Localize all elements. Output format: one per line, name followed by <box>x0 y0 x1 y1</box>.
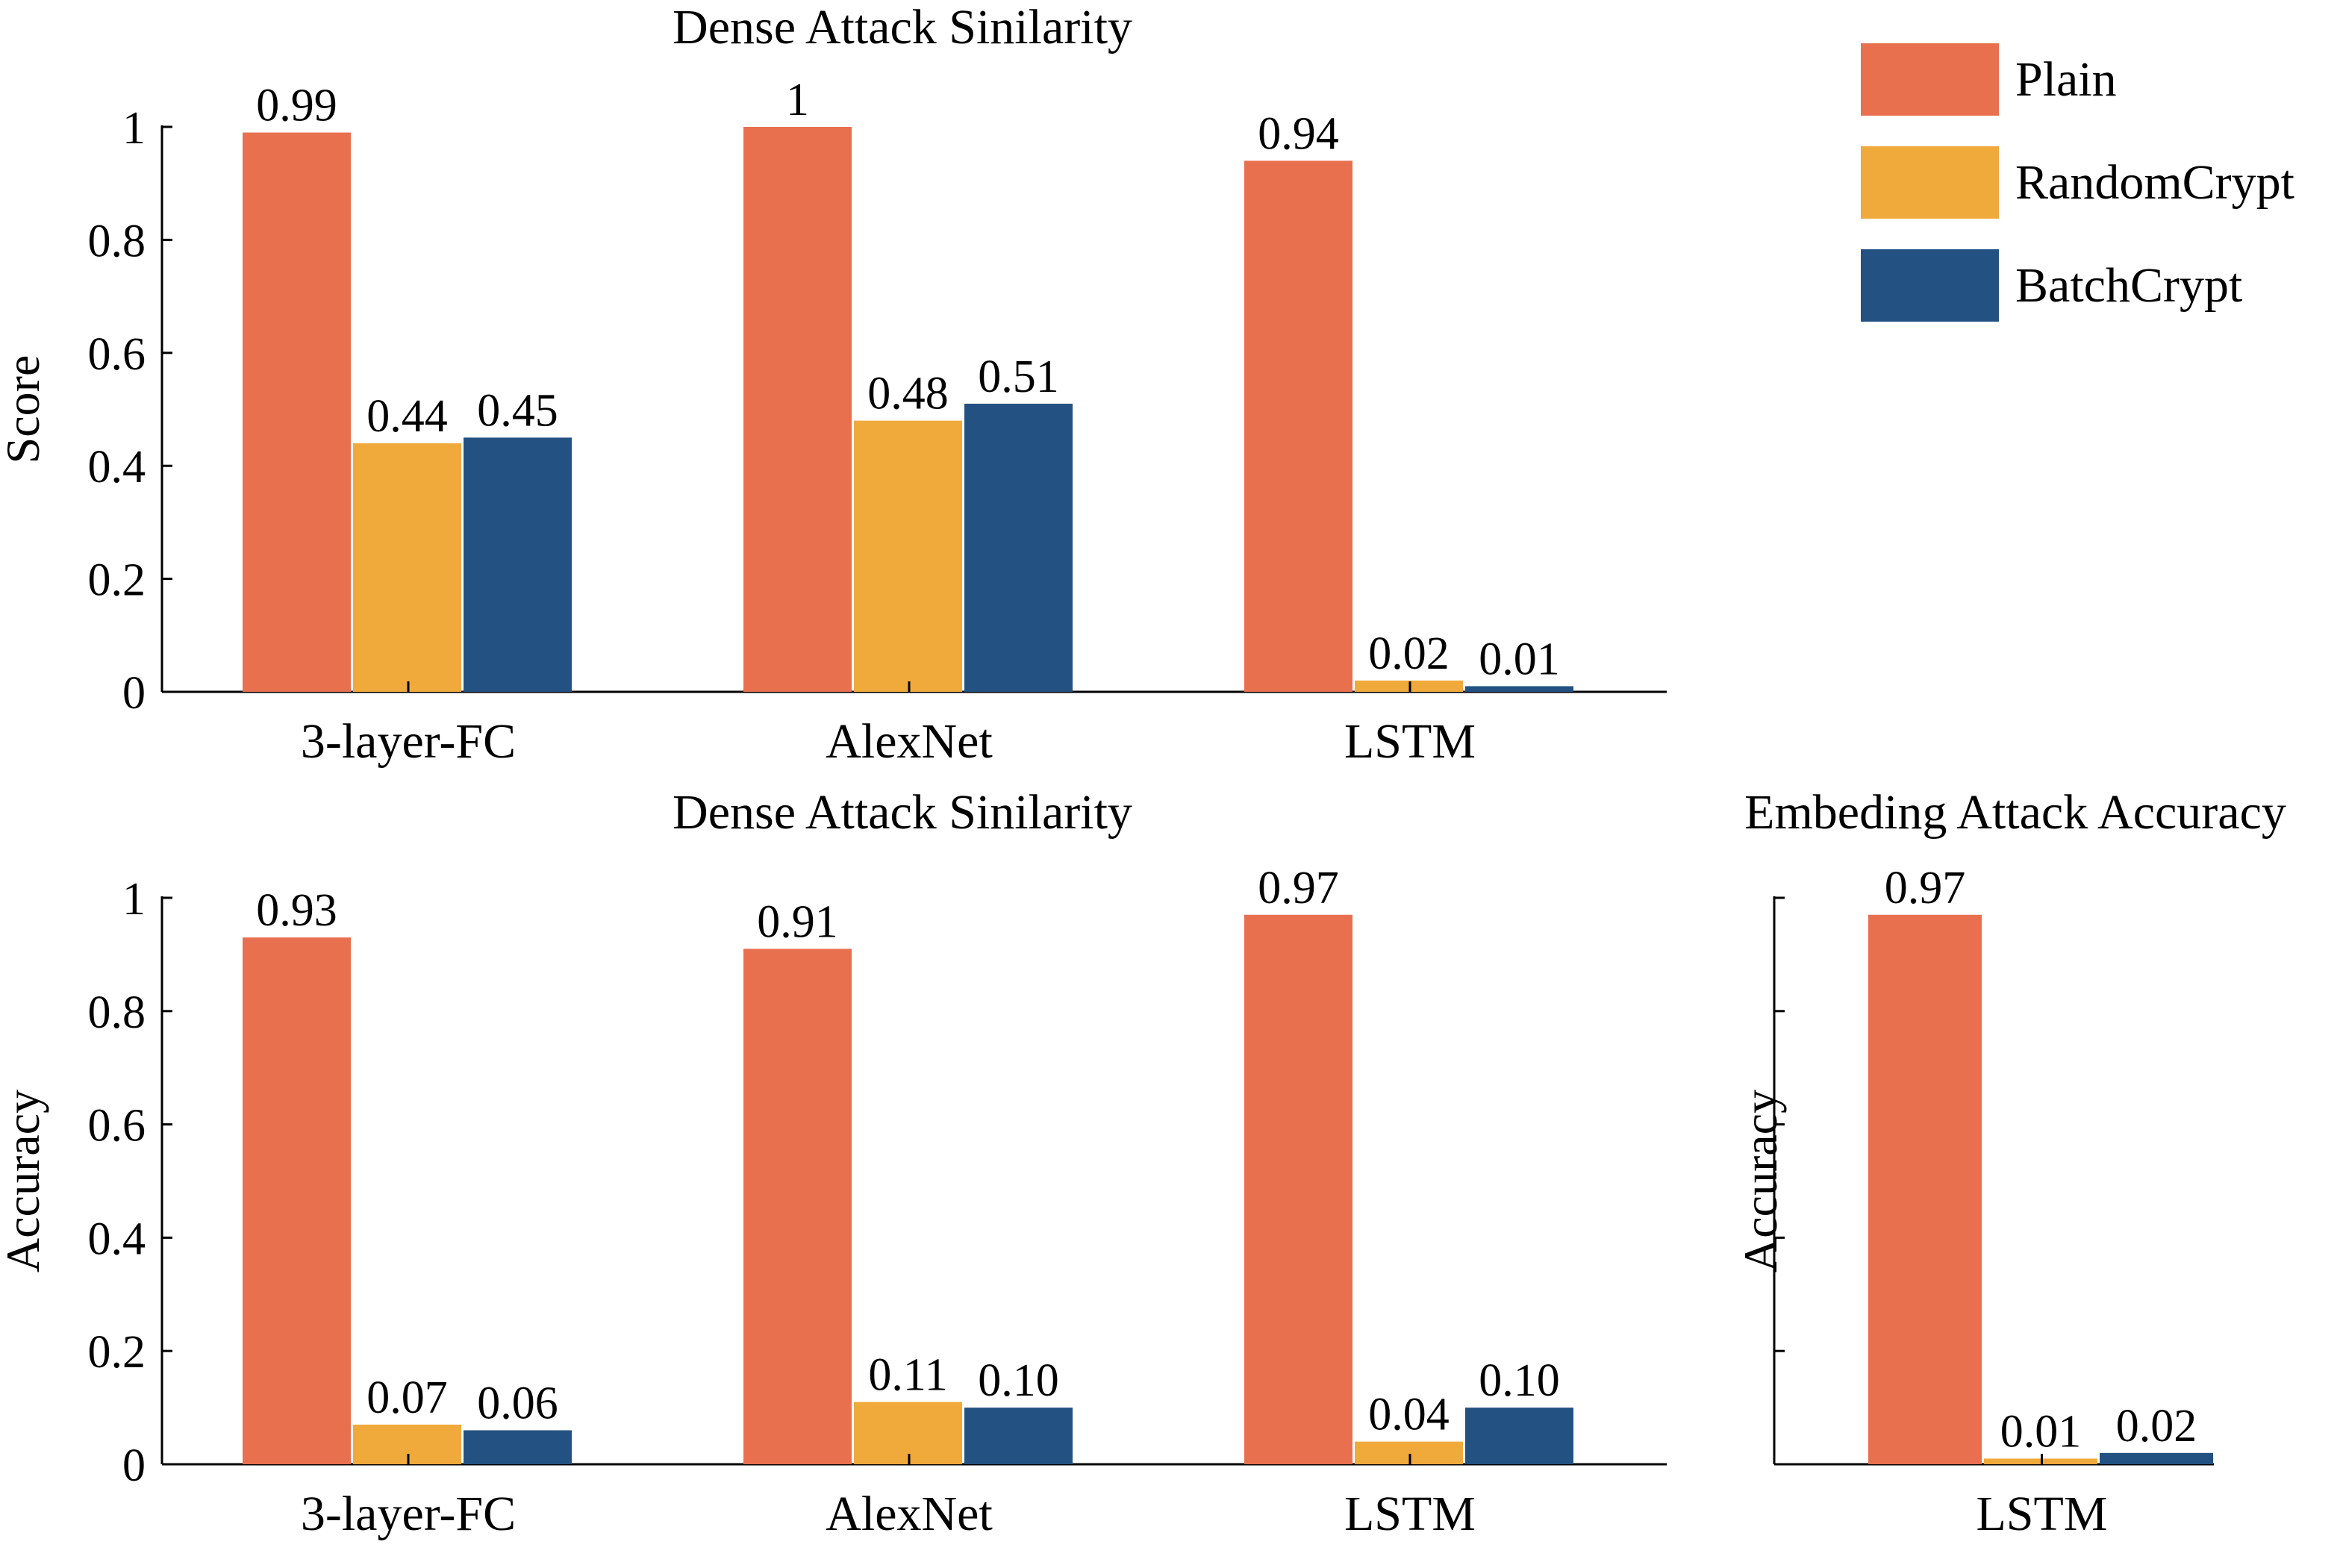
y-tick-label: 0.4 <box>88 442 146 493</box>
data-label: 0.02 <box>1368 628 1450 679</box>
bar-batchcrypt <box>2100 1452 2213 1464</box>
y-tick-label: 0 <box>122 1440 146 1491</box>
data-label: 1 <box>786 75 809 125</box>
bar-plain <box>1868 914 1982 1464</box>
x-tick-label: LSTM <box>1976 1487 2107 1541</box>
legend-label-batchcrypt: BatchCrypt <box>2015 258 2242 313</box>
bar-plain <box>243 132 351 692</box>
data-label: 0.97 <box>1885 863 1966 913</box>
data-label: 0.04 <box>1368 1390 1450 1440</box>
bar-batchcrypt <box>1465 1408 1573 1464</box>
chart-title: Dense Attack Sinilarity <box>673 0 1132 54</box>
y-tick-label: 0 <box>122 668 146 719</box>
x-tick-label: AlexNet <box>826 1487 993 1541</box>
y-tick-label: 0.8 <box>88 216 146 266</box>
y-axis-label: Accuracy <box>1734 1090 1787 1272</box>
y-tick-label: 0.4 <box>88 1214 146 1264</box>
bar-plain <box>1244 914 1352 1464</box>
bar-plain <box>743 127 852 692</box>
data-label: 0.07 <box>366 1372 448 1423</box>
data-label: 0.10 <box>978 1355 1059 1406</box>
x-tick-label: LSTM <box>1344 714 1476 769</box>
chart-title: Embeding Attack Accuracy <box>1744 785 2286 840</box>
y-tick-label: 0.2 <box>88 555 146 606</box>
data-label: 0.91 <box>757 896 838 947</box>
data-label: 0.44 <box>366 391 448 442</box>
y-tick-label: 0.8 <box>88 987 146 1038</box>
data-label: 0.11 <box>868 1350 947 1401</box>
bar-batchcrypt <box>964 1408 1073 1464</box>
data-label: 0.06 <box>477 1378 558 1428</box>
data-label: 0.97 <box>1258 863 1339 913</box>
chart-panel-top: Dense Attack Sinilarity Score 0 0.2 0.4 0.6 0.… <box>0 0 1667 769</box>
chart-title: Dense Attack Sinilarity <box>673 785 1132 840</box>
data-label: 0.01 <box>1479 634 1560 684</box>
bar-batchcrypt <box>464 1430 572 1464</box>
y-axis-label: Score <box>0 355 49 464</box>
legend-label-randomcrypt: RandomCrypt <box>2015 155 2294 210</box>
data-label: 0.48 <box>867 369 949 419</box>
data-label: 0.01 <box>2000 1406 2082 1457</box>
y-tick-label: 0.6 <box>88 329 146 380</box>
x-tick-label: LSTM <box>1344 1487 1476 1541</box>
x-tick-label: 3-layer-FC <box>301 1487 516 1541</box>
data-label: 0.45 <box>477 385 558 436</box>
bar-batchcrypt <box>1465 686 1573 692</box>
chart-panel-bottom-left: Dense Attack Sinilarity Accuracy 0 0.2 0.4 0.… <box>0 785 1667 1541</box>
bar-batchcrypt <box>964 403 1073 692</box>
x-tick-label: AlexNet <box>826 714 993 769</box>
data-label: 0.99 <box>256 81 337 131</box>
legend-swatch-randomcrypt <box>1861 146 1999 219</box>
data-label: 0.93 <box>256 885 337 936</box>
bar-randomcrypt <box>854 420 962 692</box>
y-tick-label: 0.2 <box>88 1327 146 1378</box>
data-label: 0.94 <box>1258 108 1339 159</box>
y-axis-label: Accuracy <box>0 1090 49 1272</box>
legend-swatch-batchcrypt <box>1861 249 1999 322</box>
bar-randomcrypt <box>353 443 461 692</box>
bar-plain <box>1244 160 1352 693</box>
data-label: 0.51 <box>978 352 1059 402</box>
bar-plain <box>743 949 852 1464</box>
chart-panel-bottom-right: Embeding Attack Accuracy Accuracy 0.97 0.01… <box>1734 785 2286 1541</box>
legend-swatch-plain <box>1861 43 1999 116</box>
data-label: 0.10 <box>1479 1355 1560 1406</box>
legend: Plain RandomCrypt BatchCrypt <box>1861 43 2294 322</box>
bar-plain <box>243 937 351 1464</box>
y-tick-label: 1 <box>122 874 146 925</box>
data-label: 0.02 <box>2116 1401 2197 1452</box>
y-tick-label: 1 <box>122 103 146 154</box>
y-tick-label: 0.6 <box>88 1101 146 1152</box>
x-tick-label: 3-layer-FC <box>301 714 516 769</box>
bar-batchcrypt <box>464 437 572 692</box>
legend-label-plain: Plain <box>2015 52 2117 107</box>
